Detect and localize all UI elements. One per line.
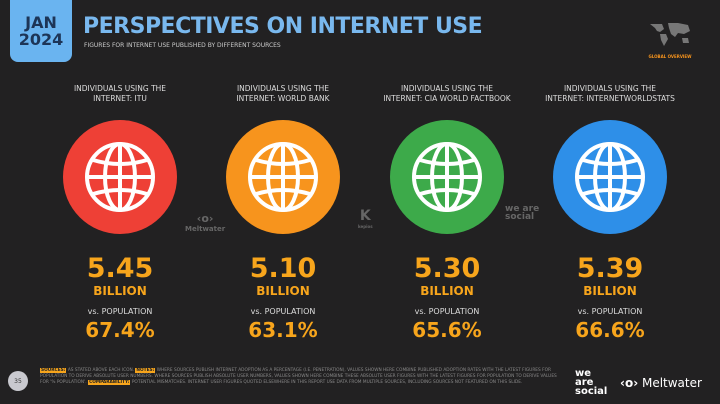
notes-label: NOTES: [135,368,156,373]
notes-text: WHERE SOURCES PUBLISH INTERNET ADOPTION … [40,368,557,385]
globe-icon [575,142,645,212]
source-column: INDIVIDUALS USING THE INTERNET: ITU 5.45 … [40,84,200,342]
global-overview-label: GLOBAL OVERVIEW [648,54,692,59]
date-badge: JAN 2024 [10,0,72,62]
we-are-social-logo: we are social [575,368,608,397]
kepios-logo-icon: K [359,208,371,224]
user-count-unit: BILLION [93,284,147,298]
user-count-unit: BILLION [583,284,637,298]
meltwater-logo: ‹o› Meltwater [620,376,702,390]
source-label-line2: INTERNET: ITU [93,94,147,103]
vs-population-label: vs. POPULATION [577,307,643,316]
global-overview-badge: GLOBAL OVERVIEW [640,20,700,59]
footnotes: SOURCES: AS STATED ABOVE EACH ICON. NOTE… [40,368,560,386]
source-label-line2: INTERNET: CIA WORLD FACTBOOK [383,94,511,103]
source-column: INDIVIDUALS USING THE INTERNET: CIA WORLD… [367,84,527,342]
globe-circle [390,120,504,234]
globe-icon [412,142,482,212]
page-title: PERSPECTIVES ON INTERNET USE [83,14,483,39]
user-count: 5.30 [413,253,481,284]
source-label: INDIVIDUALS USING THE INTERNET: ITU [40,84,200,106]
source-label-line2: INTERNET: WORLD BANK [236,94,330,103]
vs-population-label: vs. POPULATION [250,307,316,316]
source-label-line1: INDIVIDUALS USING THE [563,84,657,93]
globe-icon [85,142,155,212]
comparability-label: COMPARABILITY: [88,380,131,385]
source-label-line1: INDIVIDUALS USING THE [73,84,167,93]
globe-circle [63,120,177,234]
date-year: 2024 [18,30,64,49]
user-count: 5.39 [576,253,644,284]
footer: 35 SOURCES: AS STATED ABOVE EACH ICON. N… [0,362,720,404]
population-percentage: 63.1% [248,318,318,342]
source-label: INDIVIDUALS USING THE INTERNET: INTERNETW… [530,84,690,106]
date-month: JAN [25,13,57,32]
kepios-watermark-text: kepios [358,224,373,229]
vs-population-label: vs. POPULATION [414,307,480,316]
page-subtitle: FIGURES FOR INTERNET USE PUBLISHED BY DI… [84,42,281,49]
user-count: 5.45 [86,253,154,284]
meltwater-icon: ‹o› [620,376,639,390]
vs-population-label: vs. POPULATION [87,307,153,316]
source-label-line1: INDIVIDUALS USING THE [236,84,330,93]
page-number: 35 [8,371,28,391]
meltwater-watermark: ‹o› Meltwater [185,212,225,233]
globe-circle [226,120,340,234]
source-column: INDIVIDUALS USING THE INTERNET: INTERNETW… [530,84,690,342]
source-label: INDIVIDUALS USING THE INTERNET: WORLD BAN… [203,84,363,106]
globe-icon [248,142,318,212]
sources-text: AS STATED ABOVE EACH ICON. [67,368,135,373]
user-count-unit: BILLION [256,284,310,298]
sources-label: SOURCES: [40,368,67,373]
world-map-icon [650,23,690,46]
globe-circle [553,120,667,234]
meltwater-logo-icon: ‹o› [196,212,214,225]
wearesocial-watermark: we are social [505,204,540,222]
population-percentage: 67.4% [85,318,155,342]
comparability-text: POTENTIAL MISMATCHES. INTERNET USER FIGU… [131,380,523,385]
population-percentage: 66.6% [575,318,645,342]
meltwater-watermark-text: Meltwater [185,225,226,233]
user-count: 5.10 [249,253,317,284]
source-label-line1: INDIVIDUALS USING THE [400,84,494,93]
population-percentage: 65.6% [412,318,482,342]
source-column: INDIVIDUALS USING THE INTERNET: WORLD BAN… [203,84,363,342]
user-count-unit: BILLION [420,284,474,298]
source-label: INDIVIDUALS USING THE INTERNET: CIA WORLD… [367,84,527,106]
meltwater-logo-text: Meltwater [641,376,702,390]
source-label-line2: INTERNET: INTERNETWORLDSTATS [545,94,675,103]
